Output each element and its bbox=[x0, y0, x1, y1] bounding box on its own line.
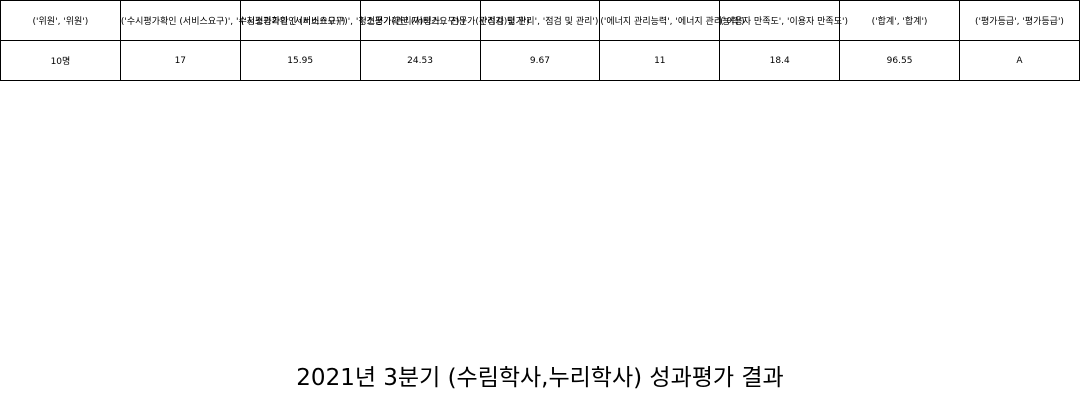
cell-total: 96.55 bbox=[839, 40, 960, 81]
table-row: 10명 17 15.95 24.53 9.67 11 18.4 96.55 A bbox=[0, 40, 1080, 81]
header-ad-hoc-check: ('수시평가확인 (서비스요구)', '수시평가확인 (서비스요구)') bbox=[119, 0, 345, 41]
results-table: ('위원', '위원') ('수시평가확인 (서비스요구)', '수시평가확인 … bbox=[0, 0, 1080, 81]
header-user-satisfaction: ('이용자 만족도', '이용자 만족도') bbox=[719, 0, 848, 41]
table-body: 10명 17 15.95 24.53 9.67 11 18.4 96.55 A bbox=[0, 40, 1080, 81]
header-committee: ('위원', '위원') bbox=[0, 0, 121, 41]
header-grade: ('평가등급', '평가등급') bbox=[959, 0, 1080, 41]
header-row: ('위원', '위원') ('수시평가확인 (서비스요구)', '수시평가확인 … bbox=[0, 0, 1080, 41]
table-caption: 2021년 3분기 (수림학사,누리학사) 성과평가 결과 bbox=[296, 365, 784, 391]
cell-committee: 10명 bbox=[0, 40, 121, 81]
cell-expert-evaluation: 24.53 bbox=[359, 40, 481, 81]
cell-ad-hoc-check: 17 bbox=[119, 40, 241, 81]
cell-cleaning-check: 15.95 bbox=[239, 40, 361, 81]
header-total: ('합계', '합계') bbox=[839, 0, 960, 41]
header-cleaning-check: ('청소평가확인 (서비스요구)', '청소평가확인 (서비스요구)') bbox=[239, 0, 465, 41]
cell-user-satisfaction: 18.4 bbox=[719, 40, 841, 81]
header-expert-evaluation: ('전문가(관리자)평가', '전문가(관리자)평가') bbox=[359, 0, 530, 41]
cell-inspection-management: 9.67 bbox=[479, 40, 601, 81]
cell-grade: A bbox=[959, 40, 1080, 81]
cell-energy-management: 11 bbox=[599, 40, 721, 81]
table-header: ('위원', '위원') ('수시평가확인 (서비스요구)', '수시평가확인 … bbox=[0, 0, 1080, 41]
header-inspection-management: ('점검 및 관리', '점검 및 관리') bbox=[479, 0, 601, 41]
header-energy-management: ('에너지 관리능력', '에너지 관리능력') bbox=[599, 0, 745, 41]
